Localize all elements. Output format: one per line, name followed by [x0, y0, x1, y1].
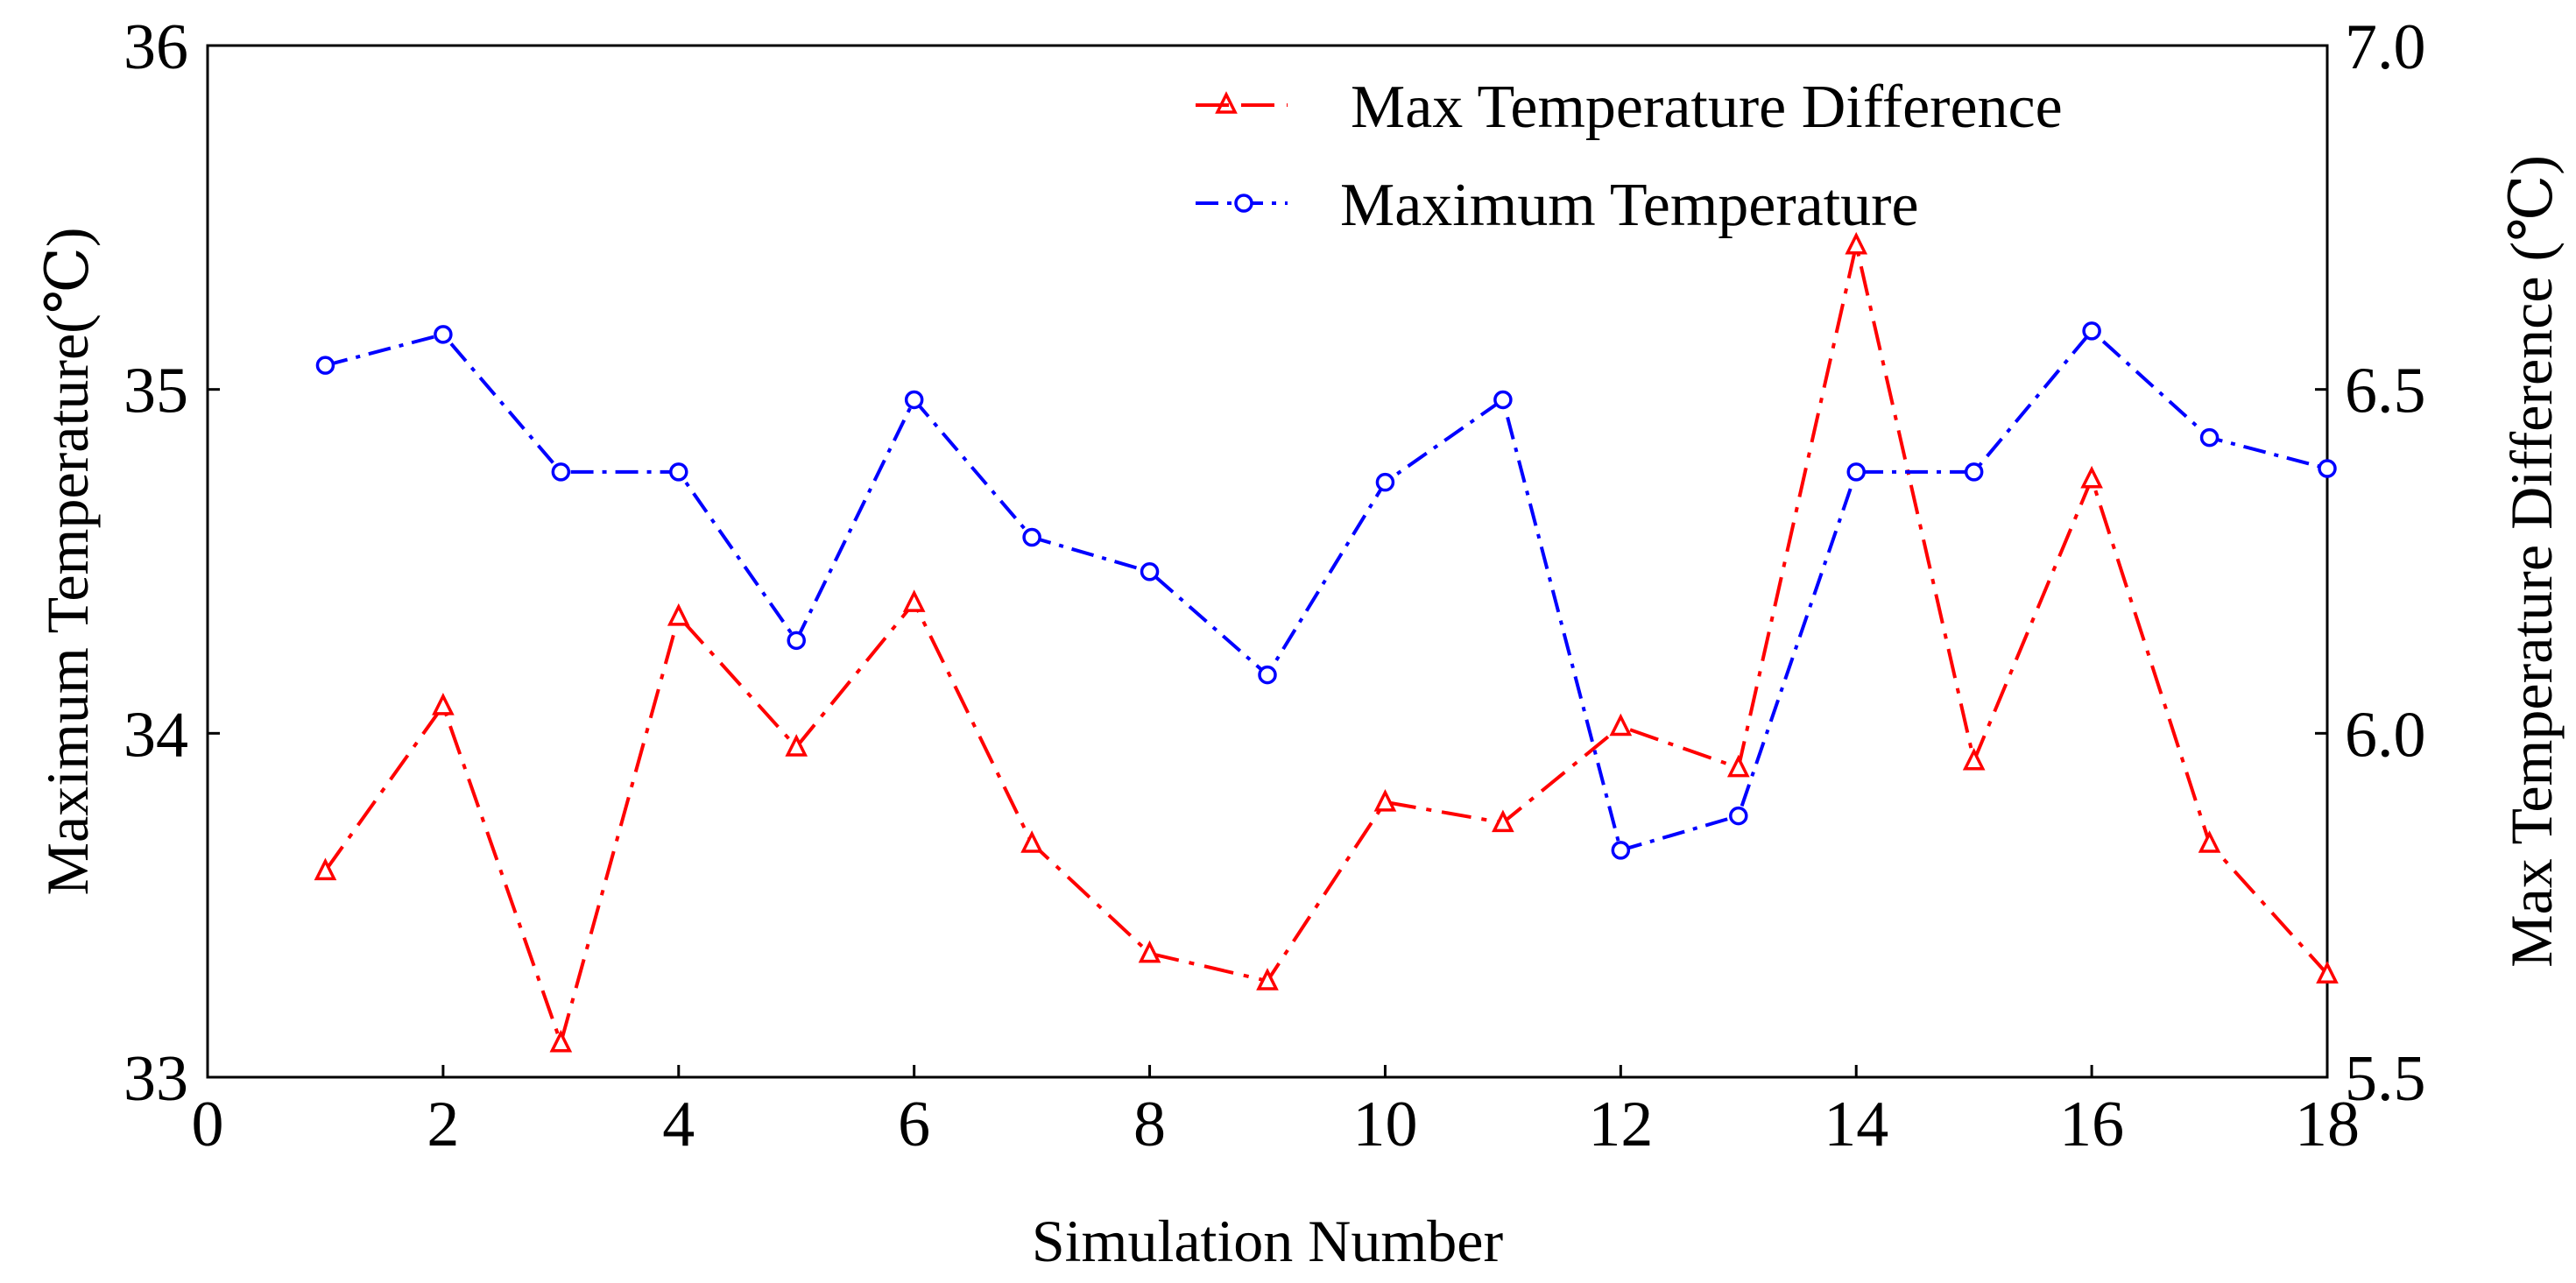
data-point-triangle	[2080, 465, 2103, 489]
data-point-circle	[2318, 459, 2337, 478]
legend: Max Temperature Difference Maximum Tempe…	[1196, 74, 2063, 239]
x-tick-label: 18	[2295, 1089, 2360, 1160]
legend-label-max-temperature-difference: Max Temperature Difference	[1351, 74, 2063, 141]
right-y-axis-title: Max Temperature Difference (℃)	[2498, 155, 2565, 968]
data-point-triangle	[1492, 809, 1514, 833]
plot-area-frame	[206, 44, 2329, 1079]
x-tick-label: 2	[427, 1089, 459, 1160]
data-point-triangle	[549, 1029, 573, 1053]
right-y-tick-label: 7.0	[2345, 11, 2426, 83]
x-tick-label: 10	[1352, 1089, 1417, 1160]
left-y-tick-label: 35	[124, 356, 188, 427]
legend-circle-marker	[1234, 194, 1253, 213]
data-point-triangle	[902, 589, 926, 612]
series-maximum-temperature	[315, 321, 2337, 860]
left-y-tick-label: 33	[124, 1043, 188, 1115]
data-point-triangle	[432, 693, 455, 716]
legend-entry-max-temperature-difference: Max Temperature Difference	[1196, 74, 2063, 141]
data-point-triangle	[1373, 788, 1397, 812]
data-point-triangle	[1020, 830, 1043, 853]
data-point-circle	[434, 325, 453, 344]
data-point-triangle	[314, 857, 337, 881]
right-y-tick-label: 5.5	[2345, 1043, 2426, 1115]
series-line-max-temperature-difference	[323, 244, 2329, 1049]
left-y-axis-title: Maximum Temperature(℃)	[34, 227, 101, 895]
series-layer	[314, 231, 2339, 1053]
data-point-triangle	[1962, 747, 1986, 771]
data-point-circle	[551, 462, 571, 482]
legend-entry-maximum-temperature: Maximum Temperature	[1196, 172, 1919, 239]
data-point-circle	[2199, 427, 2220, 448]
data-point-circle	[1022, 527, 1041, 547]
x-tick-label: 16	[2059, 1089, 2124, 1160]
left-y-tick-label: 36	[124, 11, 188, 83]
data-point-circle	[1258, 665, 1277, 685]
series-line-maximum-temperature	[324, 328, 2328, 853]
data-point-triangle	[667, 603, 690, 626]
x-tick-label: 8	[1133, 1089, 1166, 1160]
data-point-triangle	[1138, 940, 1161, 963]
left-y-axis-ticks: 33 34 35 36	[124, 11, 220, 1115]
x-axis-ticks: 0 2 4 6 8 10 12 14 16 18	[192, 1065, 2360, 1160]
data-point-circle	[904, 390, 924, 410]
legend-triangle-marker	[1215, 91, 1238, 114]
data-point-circle	[1611, 841, 1631, 860]
data-point-circle	[1375, 472, 1395, 492]
data-point-circle	[1493, 390, 1513, 410]
data-point-triangle	[1609, 713, 1633, 737]
data-point-triangle	[2198, 830, 2221, 853]
left-y-tick-label: 34	[124, 699, 188, 771]
data-point-circle	[315, 356, 335, 375]
data-point-circle	[1964, 462, 1984, 482]
x-axis-title: Simulation Number	[1032, 1208, 1504, 1274]
data-point-triangle	[785, 734, 808, 757]
series-max-temperature-difference	[314, 231, 2339, 1053]
data-point-triangle	[1256, 968, 1279, 990]
right-y-tick-label: 6.5	[2345, 356, 2426, 427]
right-y-tick-label: 6.0	[2345, 699, 2426, 771]
data-point-circle	[669, 462, 688, 482]
x-tick-label: 4	[662, 1089, 695, 1160]
data-point-triangle	[1726, 754, 1750, 778]
x-tick-label: 6	[898, 1089, 930, 1160]
legend-label-maximum-temperature: Maximum Temperature	[1340, 172, 1919, 239]
x-tick-label: 12	[1588, 1089, 1653, 1160]
data-point-circle	[787, 631, 806, 651]
right-y-axis-ticks: 5.5 6.0 6.5 7.0	[2315, 11, 2426, 1115]
x-tick-label: 0	[192, 1089, 224, 1160]
data-point-circle	[1846, 462, 1866, 482]
data-point-circle	[2082, 321, 2101, 341]
x-tick-label: 14	[1824, 1089, 1888, 1160]
data-point-triangle	[2316, 961, 2339, 983]
data-point-triangle	[1845, 231, 1868, 255]
data-point-circle	[1729, 806, 1748, 826]
data-point-circle	[1140, 562, 1160, 582]
